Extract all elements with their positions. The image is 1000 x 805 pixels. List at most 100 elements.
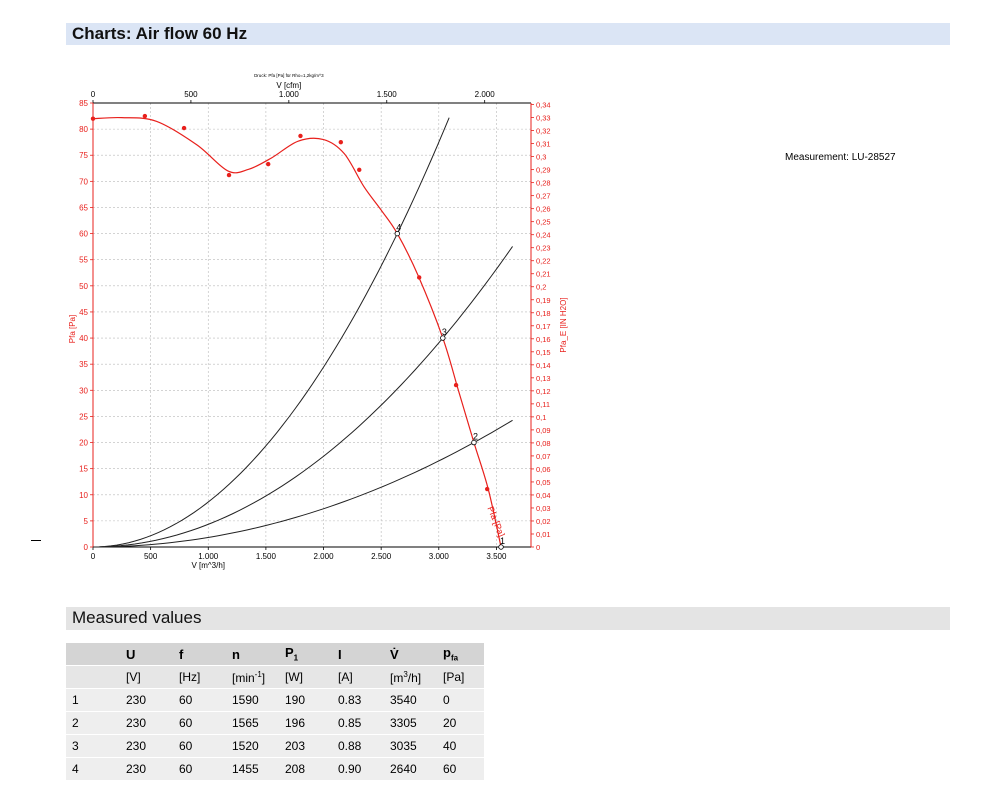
y2-tick-label: 0,02 [536, 517, 551, 526]
y2-tick-label: 0,15 [536, 348, 551, 357]
y2-tick-label: 0,08 [536, 439, 551, 448]
y2-tick-label: 0,12 [536, 387, 551, 396]
x2-tick-label: 1.000 [279, 90, 300, 99]
x2-tick-label: 0 [91, 90, 96, 99]
column-header: P1 [279, 643, 332, 666]
x-tick-label: 2.000 [314, 552, 335, 561]
y2-tick-label: 0,23 [536, 244, 551, 253]
table-cell: 60 [173, 688, 226, 712]
table-cell: 60 [173, 734, 226, 758]
fan-curve-marker [142, 113, 148, 119]
measured-values-title: Measured values [72, 608, 202, 627]
y2-tick-label: 0,09 [536, 426, 551, 435]
x-tick-label: 0 [91, 552, 96, 561]
y2-tick-label: 0,22 [536, 257, 551, 266]
y-tick-label: 85 [79, 99, 88, 108]
y2-tick-label: 0,17 [536, 322, 551, 331]
y2-tick-label: 0,19 [536, 296, 551, 305]
table-cell: 1590 [226, 688, 279, 712]
x-tick-label: 3.000 [429, 552, 450, 561]
y2-axis-label: Pfa_E [IN H2O] [559, 297, 568, 352]
column-header: pfa [437, 643, 484, 666]
y-tick-label: 60 [79, 230, 88, 239]
table-cell: 60 [173, 711, 226, 735]
y2-tick-label: 0,05 [536, 478, 551, 487]
unit-cell: [A] [332, 665, 384, 689]
table-cell: 3035 [384, 734, 437, 758]
table-cell: 190 [279, 688, 332, 712]
operating-point-label: 3 [442, 327, 447, 337]
unit-cell: [Hz] [173, 665, 226, 689]
y-tick-label: 20 [79, 439, 88, 448]
table-cell: 0 [437, 688, 484, 712]
system-curve [92, 117, 450, 548]
y2-tick-label: 0,11 [536, 400, 550, 409]
operating-point-label: 1 [500, 536, 505, 546]
unit-cell: [m3/h] [384, 665, 437, 689]
x-axis-label: V [m^3/h] [191, 561, 225, 570]
table-row: 3 230 60 1520 203 0.88 3035 40 [66, 734, 484, 758]
fan-curve-marker [90, 116, 96, 121]
y2-tick-label: 0,33 [536, 114, 551, 123]
fan-curve-marker [453, 382, 459, 388]
table-cell: 3305 [384, 711, 437, 735]
y-tick-label: 75 [79, 151, 88, 160]
table-cell: 60 [173, 757, 226, 781]
y2-tick-label: 0,34 [536, 101, 551, 110]
y2-tick-label: 0,29 [536, 166, 551, 175]
y2-tick-label: 0,21 [536, 270, 551, 279]
table-cell: 3 [66, 734, 120, 758]
y2-tick-label: 0 [536, 543, 540, 552]
table-cell: 60 [437, 757, 484, 781]
fan-curve-marker [266, 161, 271, 167]
table-row: 4 230 60 1455 208 0.90 2640 60 [66, 757, 484, 781]
y2-tick-label: 0,03 [536, 504, 551, 513]
y2-tick-label: 0,28 [536, 179, 551, 188]
column-header: V̇ [384, 643, 437, 666]
table-cell: 230 [120, 757, 173, 781]
y2-tick-label: 0,1 [536, 413, 546, 422]
y-tick-label: 15 [79, 465, 88, 474]
y2-tick-label: 0,2 [536, 283, 546, 292]
fan-curve-marker [181, 125, 187, 131]
y2-tick-label: 0,26 [536, 205, 551, 214]
unit-cell [66, 665, 120, 689]
operating-point-marker [440, 335, 446, 341]
table-row: 2 230 60 1565 196 0.85 3305 20 [66, 711, 484, 735]
table-cell: 196 [279, 711, 332, 735]
table-cell: 230 [120, 734, 173, 758]
table-cell: 4 [66, 757, 120, 781]
unit-cell: [V] [120, 665, 173, 689]
chart-section-header: Charts: Air flow 60 Hz [66, 23, 950, 45]
y2-tick-label: 0,04 [536, 491, 551, 500]
fan-curve-marker [416, 275, 422, 280]
y2-tick-label: 0,01 [536, 530, 551, 539]
y2-tick-label: 0,06 [536, 465, 551, 474]
y2-tick-label: 0,27 [536, 192, 551, 201]
y2-tick-label: 0,25 [536, 218, 551, 227]
operating-point-label: 4 [396, 223, 401, 233]
x2-tick-label: 2.000 [475, 90, 496, 99]
y2-tick-label: 0,32 [536, 127, 551, 136]
y-tick-label: 35 [79, 360, 88, 369]
table-cell: 1565 [226, 711, 279, 735]
y-tick-label: 80 [79, 125, 88, 134]
y2-tick-label: 0,18 [536, 309, 551, 318]
table-cell: 0.83 [332, 688, 384, 712]
unit-cell: [W] [279, 665, 332, 689]
x-tick-label: 2.500 [371, 552, 392, 561]
unit-cell: [min-1] [226, 665, 279, 689]
system-curve [92, 246, 513, 548]
x2-tick-label: 1.500 [377, 90, 398, 99]
column-header: U [120, 643, 173, 666]
table-cell: 3540 [384, 688, 437, 712]
table-cell: 20 [437, 711, 484, 735]
table-cell: 2 [66, 711, 120, 735]
y2-tick-label: 0,07 [536, 452, 551, 461]
column-header: n [226, 643, 279, 666]
table-cell: 1520 [226, 734, 279, 758]
operating-point-marker [394, 230, 400, 237]
